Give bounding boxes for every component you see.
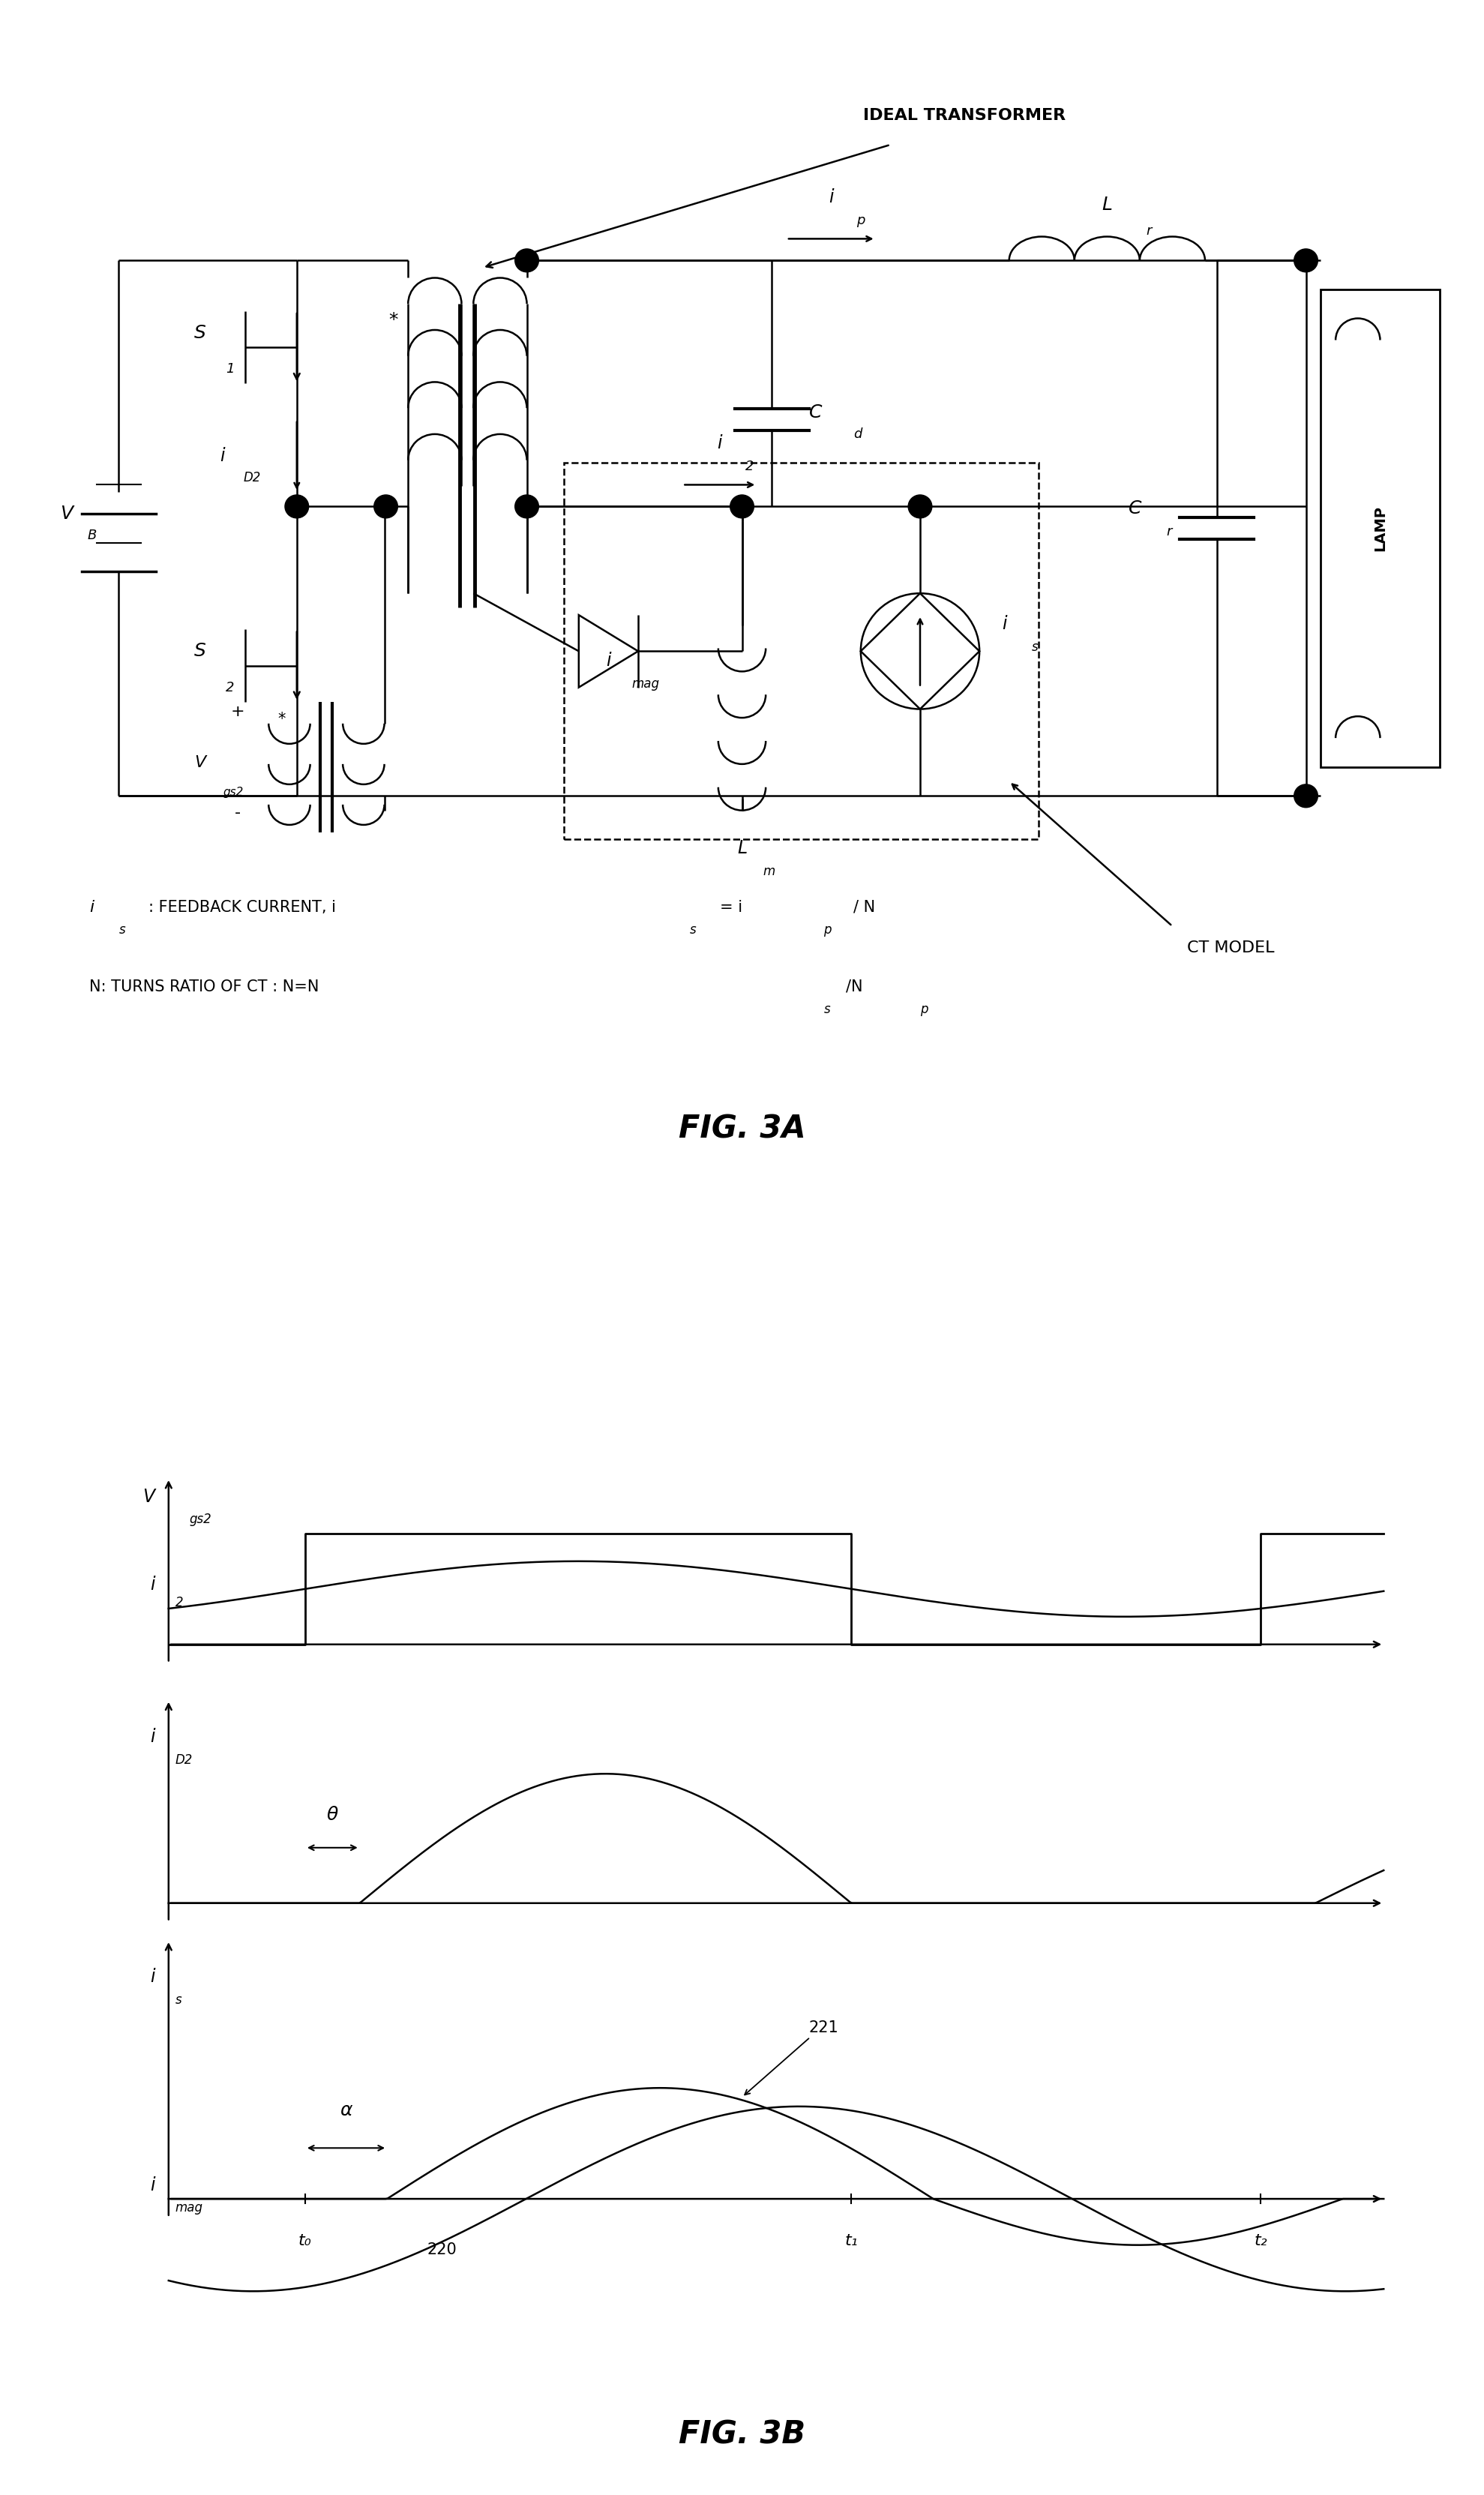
Circle shape bbox=[515, 250, 539, 272]
Text: V: V bbox=[61, 504, 73, 524]
Text: N: TURNS RATIO OF CT : N=N: N: TURNS RATIO OF CT : N=N bbox=[89, 978, 319, 996]
Text: i: i bbox=[828, 187, 834, 207]
Text: FIG. 3A: FIG. 3A bbox=[678, 1113, 806, 1145]
Text: V: V bbox=[142, 1487, 154, 1504]
Text: 220: 220 bbox=[427, 2243, 457, 2258]
Text: IDEAL TRANSFORMER: IDEAL TRANSFORMER bbox=[864, 107, 1066, 122]
Circle shape bbox=[285, 494, 309, 519]
Text: L: L bbox=[1101, 195, 1113, 215]
Text: r: r bbox=[1146, 225, 1152, 237]
Text: LAMP: LAMP bbox=[1373, 506, 1388, 551]
Text: s: s bbox=[824, 1003, 830, 1015]
Text: s: s bbox=[1031, 641, 1037, 654]
Text: i: i bbox=[605, 651, 611, 669]
Text: / N: / N bbox=[853, 901, 876, 916]
Circle shape bbox=[1294, 250, 1318, 272]
Text: m: m bbox=[763, 866, 775, 878]
Text: *: * bbox=[389, 312, 398, 329]
Text: r: r bbox=[1166, 524, 1172, 539]
Text: gs2: gs2 bbox=[223, 786, 243, 798]
Text: +: + bbox=[230, 704, 245, 719]
Text: s: s bbox=[175, 1994, 183, 2006]
Circle shape bbox=[908, 494, 932, 519]
Text: 2: 2 bbox=[226, 681, 234, 694]
Text: mag: mag bbox=[632, 676, 659, 691]
Text: α: α bbox=[340, 2101, 352, 2118]
Text: p: p bbox=[920, 1003, 928, 1015]
Circle shape bbox=[1294, 783, 1318, 808]
Text: 221: 221 bbox=[809, 2021, 838, 2036]
Text: C: C bbox=[809, 404, 822, 422]
Text: p: p bbox=[856, 215, 865, 227]
Text: i: i bbox=[150, 1729, 154, 1746]
Text: mag: mag bbox=[175, 2201, 203, 2216]
Text: 2: 2 bbox=[175, 1597, 184, 1609]
Text: gs2: gs2 bbox=[188, 1512, 211, 1527]
Text: d: d bbox=[853, 427, 862, 442]
Text: t₀: t₀ bbox=[298, 2233, 312, 2248]
Bar bbox=[564, 464, 1039, 838]
Text: i: i bbox=[150, 1574, 154, 1594]
Text: D2: D2 bbox=[243, 472, 261, 484]
Text: 1: 1 bbox=[226, 362, 234, 377]
Text: s: s bbox=[119, 923, 125, 936]
Text: S: S bbox=[194, 641, 206, 661]
Text: t₁: t₁ bbox=[844, 2233, 858, 2248]
Text: V: V bbox=[194, 756, 206, 771]
Circle shape bbox=[515, 494, 539, 519]
Text: D2: D2 bbox=[175, 1754, 193, 1766]
Text: *: * bbox=[278, 711, 286, 726]
Text: : FEEDBACK CURRENT, i: : FEEDBACK CURRENT, i bbox=[148, 901, 335, 916]
Bar bbox=[1321, 289, 1439, 766]
Text: i: i bbox=[717, 434, 723, 452]
Text: θ: θ bbox=[326, 1806, 338, 1824]
Circle shape bbox=[374, 494, 398, 519]
Text: /N: /N bbox=[846, 978, 862, 996]
Text: 2: 2 bbox=[745, 459, 754, 474]
Text: = i: = i bbox=[720, 901, 742, 916]
Circle shape bbox=[730, 494, 754, 519]
Text: L: L bbox=[738, 838, 746, 858]
Text: i: i bbox=[220, 447, 226, 464]
Text: B: B bbox=[88, 529, 96, 541]
Text: i: i bbox=[150, 2176, 154, 2193]
Text: -: - bbox=[234, 806, 240, 821]
Text: CT MODEL: CT MODEL bbox=[1187, 941, 1275, 956]
Text: s: s bbox=[690, 923, 696, 936]
Text: FIG. 3B: FIG. 3B bbox=[678, 2418, 806, 2450]
Text: i: i bbox=[89, 901, 93, 916]
Text: i: i bbox=[1002, 616, 1006, 634]
Text: p: p bbox=[824, 923, 831, 936]
Text: S: S bbox=[194, 324, 206, 342]
Text: t₂: t₂ bbox=[1254, 2233, 1267, 2248]
Text: C: C bbox=[1129, 499, 1141, 516]
Text: i: i bbox=[150, 1969, 154, 1986]
